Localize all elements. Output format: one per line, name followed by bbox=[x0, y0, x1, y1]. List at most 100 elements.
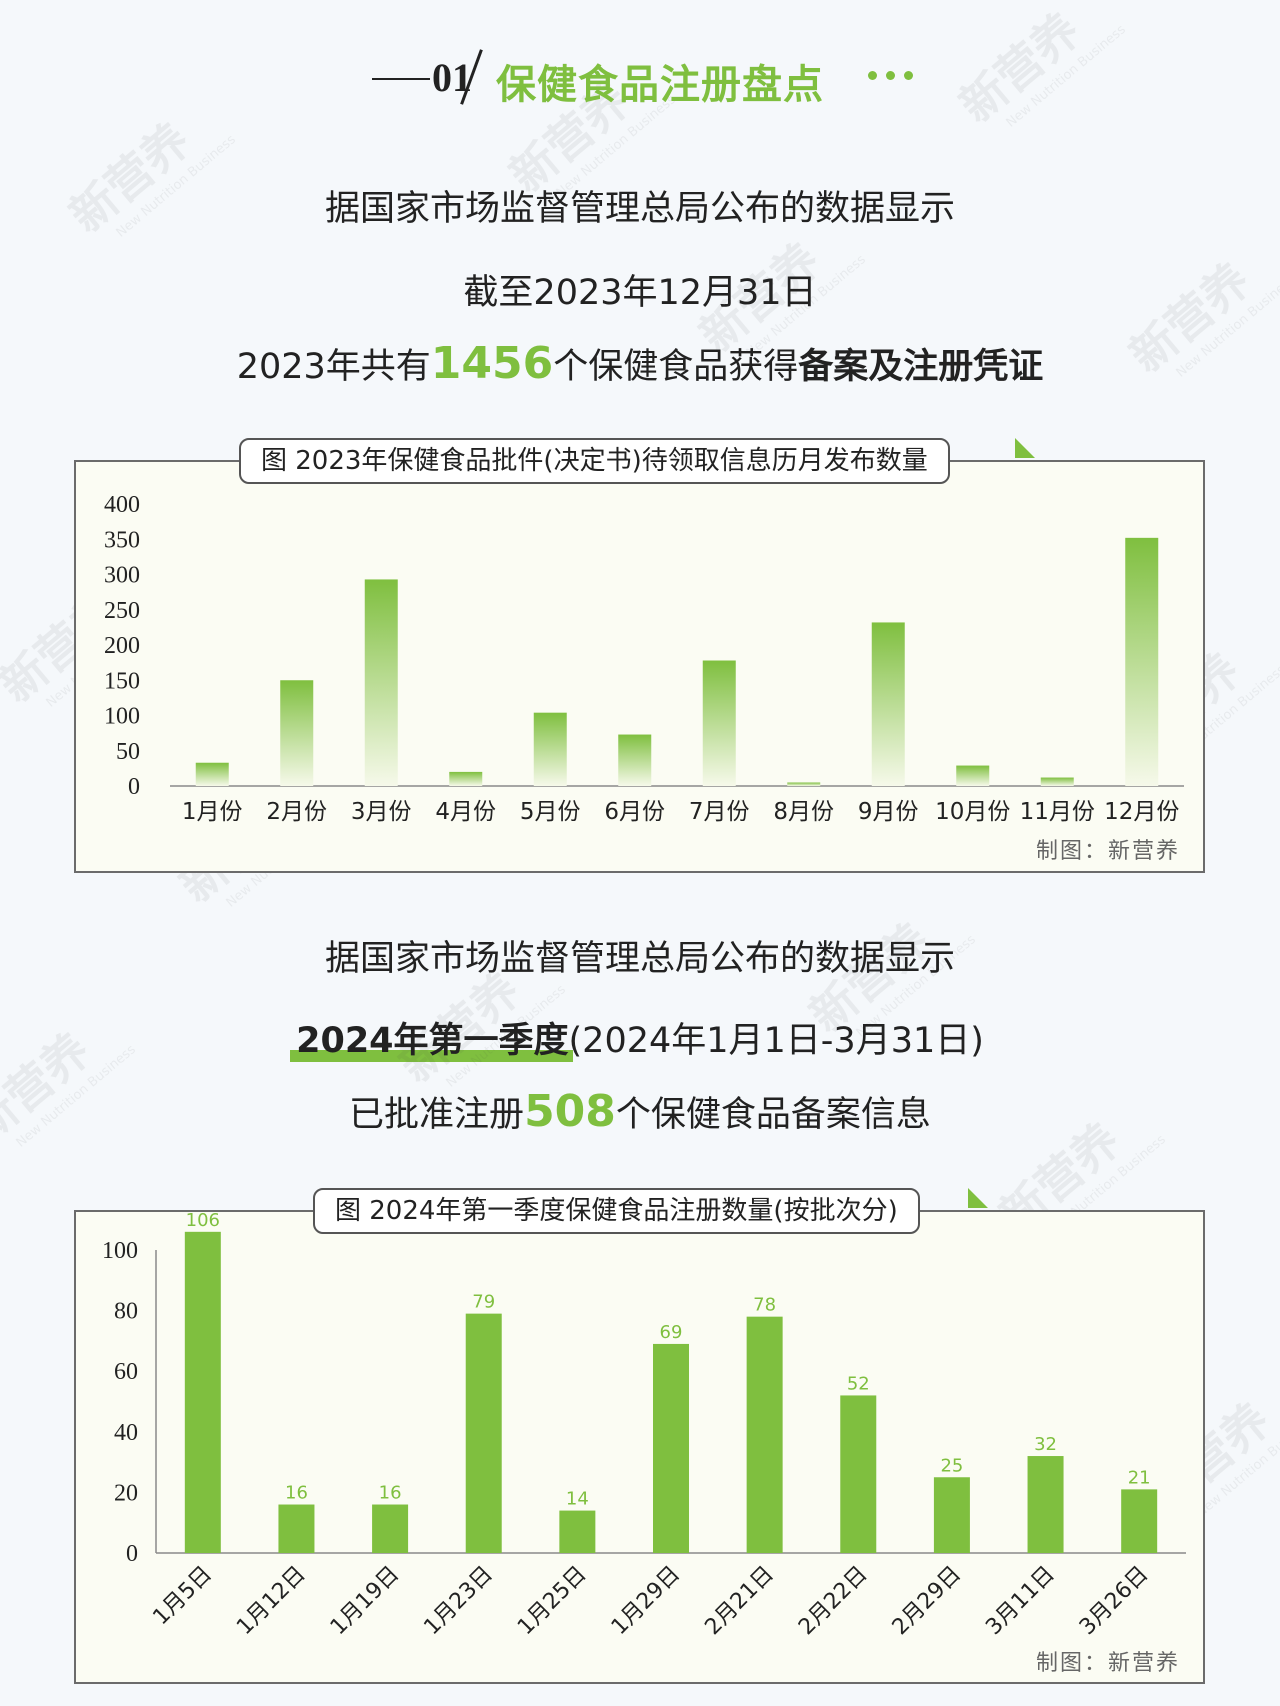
data-label: 106 bbox=[186, 1212, 220, 1231]
x-tick-label: 1月5日 bbox=[148, 1562, 217, 1631]
data-label: 79 bbox=[472, 1292, 495, 1313]
x-tick-label: 2月份 bbox=[266, 799, 327, 825]
data-label: 32 bbox=[1034, 1434, 1057, 1455]
x-tick-label: 6月份 bbox=[604, 799, 665, 825]
bar bbox=[840, 1395, 877, 1553]
y-tick-label: 300 bbox=[104, 563, 140, 589]
x-tick-label: 1月份 bbox=[182, 799, 243, 825]
y-tick-label: 40 bbox=[114, 1420, 138, 1446]
intro1-line3-pre: 2023年共有 bbox=[236, 347, 431, 387]
bar bbox=[1125, 537, 1159, 786]
bar bbox=[746, 1316, 783, 1553]
y-tick-label: 0 bbox=[128, 774, 140, 800]
chart2-credit: 制图：新营养 bbox=[1036, 1651, 1181, 1676]
x-tick-label: 1月19日 bbox=[326, 1562, 404, 1640]
y-tick-label: 150 bbox=[104, 668, 140, 694]
chart1-title-notch bbox=[1015, 438, 1035, 458]
intro1-line2: 截至2023年12月31日 bbox=[463, 273, 817, 313]
x-tick-label: 1月29日 bbox=[607, 1562, 685, 1640]
intro2-daterange: (2024年1月1日-3月31日) bbox=[568, 1021, 984, 1061]
section-header: 01 保健食品注册盘点 bbox=[0, 44, 1280, 114]
bar bbox=[787, 782, 821, 786]
x-tick-label: 11月份 bbox=[1020, 799, 1095, 825]
x-tick-label: 2月29日 bbox=[888, 1562, 966, 1640]
intro1-line3: 2023年共有1456个保健食品获得备案及注册凭证 bbox=[0, 338, 1280, 389]
intro2-line3-pre: 已批准注册 bbox=[349, 1095, 525, 1135]
bar bbox=[184, 1231, 221, 1553]
bar bbox=[559, 1510, 596, 1553]
bar bbox=[956, 765, 990, 786]
bar bbox=[278, 1504, 315, 1553]
x-tick-label: 12月份 bbox=[1104, 799, 1179, 825]
y-tick-label: 200 bbox=[104, 633, 140, 659]
data-label: 16 bbox=[285, 1483, 308, 1504]
chart2-svg: 0 20 40 60 80 100 106 1月5日 16 1月12日 16 1月19日 79 1月23日… bbox=[102, 1212, 1186, 1640]
header-rule bbox=[372, 78, 430, 80]
y-tick-label: 20 bbox=[114, 1480, 138, 1506]
chart2-frame: 0 20 40 60 80 100 106 1月5日 16 1月12日 16 1月19日 79 1月23日… bbox=[74, 1210, 1205, 1684]
x-tick-label: 7月份 bbox=[689, 799, 750, 825]
chart1-credit: 制图：新营养 bbox=[1036, 839, 1181, 864]
x-tick-label: 5月份 bbox=[520, 799, 581, 825]
bar bbox=[653, 1343, 689, 1553]
chart2-title: 图 2024年第一季度保健食品注册数量(按批次分) bbox=[313, 1188, 920, 1234]
y-tick-label: 250 bbox=[104, 598, 140, 624]
data-label: 14 bbox=[566, 1489, 589, 1510]
bar bbox=[280, 680, 314, 786]
data-label: 21 bbox=[1128, 1467, 1151, 1488]
x-tick-label: 3月份 bbox=[351, 799, 412, 825]
y-tick-label: 400 bbox=[104, 492, 140, 518]
x-tick-label: 9月份 bbox=[858, 799, 919, 825]
y-tick-label: 100 bbox=[102, 1238, 138, 1264]
bar bbox=[364, 579, 398, 786]
chart2-title-notch bbox=[968, 1188, 988, 1208]
bar bbox=[1027, 1456, 1064, 1553]
section-title: 保健食品注册盘点 bbox=[496, 62, 824, 108]
bar bbox=[871, 622, 905, 786]
x-tick-label: 1月12日 bbox=[232, 1562, 310, 1640]
bar bbox=[618, 734, 652, 786]
bar bbox=[1121, 1489, 1158, 1553]
x-tick-label: 3月26日 bbox=[1075, 1562, 1153, 1640]
chart1-title: 图 2023年保健食品批件(决定书)待领取信息历月发布数量 bbox=[239, 438, 950, 484]
x-tick-label: 2月22日 bbox=[794, 1562, 872, 1640]
bar bbox=[702, 660, 736, 786]
data-label: 16 bbox=[379, 1483, 402, 1504]
y-tick-label: 0 bbox=[126, 1541, 138, 1567]
bar bbox=[933, 1477, 970, 1553]
intro2-quarter: 2024年第一季度 bbox=[290, 1012, 573, 1063]
header-dots bbox=[868, 71, 913, 80]
bar bbox=[465, 1313, 502, 1553]
intro1-count: 1456 bbox=[430, 338, 554, 389]
intro1-line3-bold: 备案及注册凭证 bbox=[798, 347, 1044, 387]
intro1-line1: 据国家市场监督管理总局公布的数据显示 bbox=[324, 189, 955, 229]
x-tick-label: 1月25日 bbox=[513, 1562, 591, 1640]
y-tick-label: 350 bbox=[104, 527, 140, 553]
bar bbox=[533, 712, 567, 786]
chart1-frame: 0 50 100 150 200 250 300 350 400 1月份 2月份 3月份 4月份 5月份 6… bbox=[74, 460, 1205, 873]
x-tick-label: 8月份 bbox=[773, 799, 834, 825]
y-tick-label: 60 bbox=[114, 1359, 138, 1385]
x-tick-label: 2月21日 bbox=[700, 1562, 778, 1640]
x-tick-label: 1月23日 bbox=[419, 1562, 497, 1640]
data-label: 25 bbox=[940, 1455, 963, 1476]
y-tick-label: 80 bbox=[114, 1299, 138, 1325]
chart1-svg: 0 50 100 150 200 250 300 350 400 1月份 2月份 3月份 4月份 5月份 6… bbox=[104, 492, 1184, 825]
intro2-count: 508 bbox=[524, 1086, 616, 1137]
y-tick-label: 100 bbox=[104, 704, 140, 730]
intro1-line3-mid: 个保健食品获得 bbox=[553, 347, 799, 387]
data-label: 69 bbox=[660, 1322, 683, 1343]
x-tick-label: 4月份 bbox=[435, 799, 496, 825]
data-label: 78 bbox=[753, 1295, 776, 1316]
bar bbox=[449, 771, 483, 786]
y-tick-label: 50 bbox=[116, 739, 140, 765]
intro2-line3-post: 个保健食品备案信息 bbox=[615, 1095, 931, 1135]
x-tick-label: 10月份 bbox=[935, 799, 1010, 825]
data-label: 52 bbox=[847, 1373, 870, 1394]
intro2-line3: 已批准注册508个保健食品备案信息 bbox=[0, 1086, 1280, 1137]
svg-text:New Nutrition Business: New Nutrition Business bbox=[1194, 1412, 1280, 1521]
x-tick-label: 3月11日 bbox=[981, 1562, 1059, 1640]
bar bbox=[372, 1504, 409, 1553]
intro2-line1: 据国家市场监督管理总局公布的数据显示 bbox=[324, 939, 955, 979]
bar bbox=[195, 762, 229, 786]
